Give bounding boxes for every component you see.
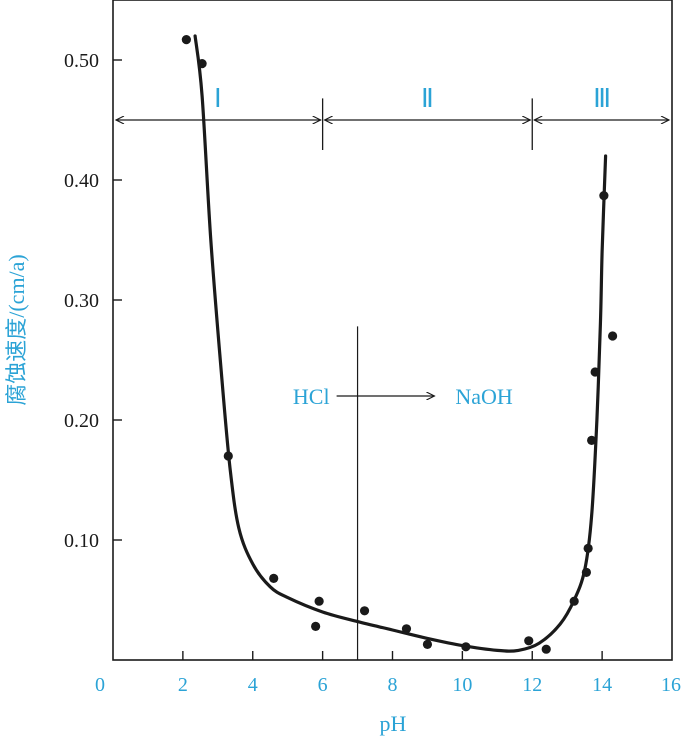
- data-point: [590, 367, 600, 377]
- x-axis-ticks: 0 2 4 6 8 10 12 14 16: [95, 651, 681, 696]
- y-tick-label: 0.50: [64, 50, 99, 72]
- x-tick-label: 4: [248, 674, 258, 696]
- y-tick-label: 0.10: [64, 530, 99, 552]
- data-point: [422, 639, 433, 650]
- y-tick-label: 0.20: [64, 410, 99, 432]
- y-tick-label: 0.30: [64, 290, 99, 312]
- data-point: [223, 451, 233, 461]
- region-label: Ⅰ: [214, 84, 222, 113]
- data-points: [181, 35, 618, 654]
- data-point: [311, 621, 321, 632]
- x-tick-label: 14: [592, 674, 612, 696]
- x-tick-label: 8: [388, 674, 398, 696]
- data-point: [608, 331, 618, 341]
- x-tick-label: 0: [95, 674, 105, 696]
- data-point: [181, 35, 191, 45]
- data-point: [569, 596, 579, 606]
- data-point: [599, 191, 609, 201]
- y-axis-ticks: 0.10 0.20 0.30 0.40 0.50: [64, 50, 122, 552]
- x-tick-label: 12: [522, 674, 542, 696]
- region-label: Ⅱ: [421, 84, 434, 113]
- data-point: [314, 596, 324, 606]
- y-axis-label: 腐蚀速度/(cm/a): [4, 254, 29, 406]
- data-point: [359, 606, 370, 616]
- region-arrows: Ⅰ Ⅱ Ⅲ: [116, 84, 669, 150]
- x-tick-label: 2: [178, 674, 188, 696]
- plot-frame: [112, 0, 673, 661]
- data-point: [524, 636, 534, 646]
- data-point: [197, 59, 207, 69]
- data-point: [461, 642, 471, 652]
- data-point: [401, 624, 412, 634]
- data-point: [269, 573, 279, 584]
- data-point: [587, 435, 597, 445]
- hcl-label: HCl: [293, 384, 330, 409]
- x-tick-label: 16: [661, 674, 681, 696]
- naoh-label: NaOH: [455, 384, 513, 409]
- region-label: Ⅲ: [593, 84, 611, 113]
- data-point: [581, 567, 592, 578]
- data-point: [583, 543, 593, 554]
- x-tick-label: 6: [318, 674, 328, 696]
- fitted-curve: [193, 34, 608, 653]
- x-axis-label: pH: [380, 711, 407, 736]
- y-tick-label: 0.40: [64, 170, 99, 192]
- data-point: [541, 644, 551, 654]
- x-tick-label: 10: [452, 674, 472, 696]
